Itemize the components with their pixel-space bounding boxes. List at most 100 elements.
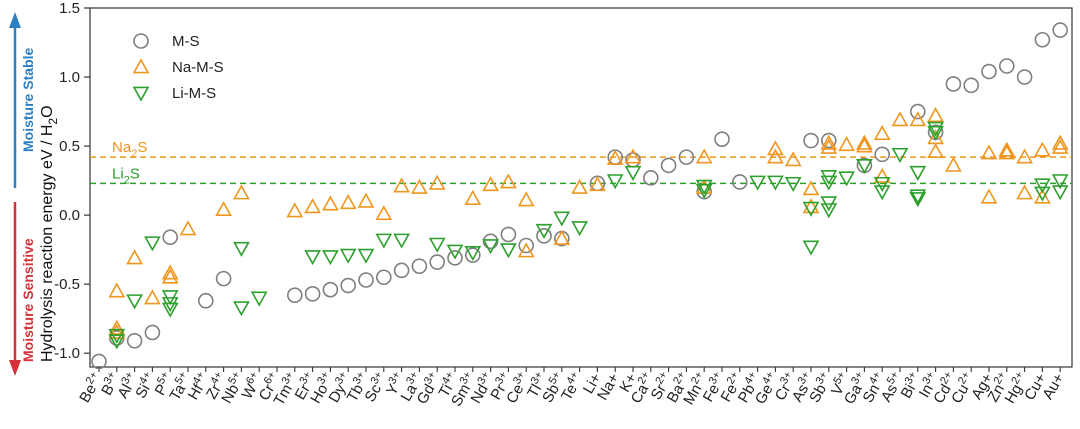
li-m-s-point	[927, 125, 944, 141]
m-s-point	[1034, 31, 1051, 48]
na-m-s-point	[161, 268, 179, 284]
na-m-s-point	[179, 220, 197, 236]
na-m-s-point	[784, 151, 802, 167]
plot-frame	[89, 7, 1073, 368]
na-m-s-point	[108, 319, 126, 335]
moisture-sensitive-label: Moisture Sensitive	[20, 238, 36, 362]
na-m-s-point	[767, 148, 784, 164]
na-m-s-point	[820, 138, 838, 154]
na-m-s-point	[838, 136, 855, 152]
li-m-s-point	[909, 192, 927, 208]
x-tick-label: Be2+	[75, 370, 107, 406]
m-s-point	[642, 170, 659, 186]
li-m-s-point	[927, 121, 944, 137]
na-m-s-point	[802, 180, 820, 196]
m-s-point	[126, 332, 143, 349]
m-s-point	[144, 324, 161, 341]
y-tick-label: -1.0	[54, 345, 80, 362]
legend-label: Na-M-S	[172, 59, 224, 76]
moisture-stable-annotation: Moisture Stable	[9, 12, 36, 188]
na-m-s-point	[375, 205, 393, 221]
na-m-s-point	[286, 202, 304, 218]
x-tick-label: Cr6+	[254, 370, 285, 404]
na-m-s-point	[891, 111, 909, 127]
li-m-s-point	[126, 294, 143, 310]
stable-arrow-head	[9, 12, 21, 28]
na-m-s-point	[589, 176, 606, 192]
na-m-s-point	[606, 149, 624, 165]
legend-marker	[132, 86, 150, 102]
na-m-s-point	[909, 111, 927, 127]
li-m-s-point	[500, 243, 517, 259]
x-tick-label: Sn4+	[858, 370, 890, 406]
m-s-point	[464, 247, 481, 263]
m-s-point	[198, 292, 214, 309]
x-tick-label: Sc3+	[360, 370, 391, 406]
x-tick-label: Pb4+	[733, 370, 765, 406]
na-m-s-point	[339, 194, 357, 210]
na-m-s-point	[411, 178, 428, 194]
y-axis-ticks: -1.0 -0.5 0.0 0.5 1.0 1.5	[54, 0, 90, 362]
m-s-point	[286, 287, 303, 304]
y-tick-label: 0.5	[59, 138, 80, 155]
x-tick-label: Pr3+	[486, 370, 516, 403]
y-tick-label: 0.0	[59, 207, 80, 224]
na-m-s-point	[767, 140, 784, 156]
li-m-s-point	[250, 291, 268, 307]
m-s-point	[447, 250, 463, 266]
li-m-s-point	[571, 221, 588, 237]
li-m-s-point	[1034, 178, 1051, 194]
na-m-s-point	[144, 289, 161, 305]
m-s-point	[945, 76, 962, 92]
na-m-s-point	[357, 192, 375, 208]
li-m-s-point	[233, 241, 250, 257]
x-tick-label: Zn2+	[983, 370, 1014, 406]
li-m-s-point	[161, 302, 179, 318]
na-m-s-point	[161, 264, 179, 280]
li-m-s-point	[393, 233, 410, 249]
x-tick-label: As3+	[787, 370, 818, 406]
li-m-s-point	[749, 175, 766, 191]
y-tick-label: -0.5	[54, 276, 80, 293]
na-m-s-point	[927, 107, 944, 123]
reference-lines: Na2S Li2S	[90, 139, 1072, 186]
li-m-s-point	[695, 179, 713, 195]
li-m-s-point	[304, 250, 321, 266]
m-s-point	[429, 254, 446, 270]
m-s-point	[215, 270, 232, 287]
m-s-point	[731, 174, 748, 190]
na-m-s-point	[1016, 184, 1033, 200]
na-m-s-point	[945, 156, 962, 172]
na-m-s-point	[108, 282, 126, 298]
li-m-s-point	[820, 175, 838, 191]
li-m-s-point	[695, 183, 713, 199]
li-m-s-point	[428, 237, 446, 253]
li-m-s-point	[144, 236, 161, 252]
x-tick-label: Sb3+	[804, 370, 836, 406]
na-m-s-point	[1034, 141, 1051, 157]
li-m-s-point	[767, 175, 784, 191]
m-s-point	[909, 103, 926, 120]
li-m-s-point	[873, 185, 891, 201]
m-s-point	[340, 277, 357, 294]
reference-line-label: Na2S	[112, 139, 147, 160]
m-s-point	[981, 63, 997, 80]
na-m-s-point	[802, 198, 820, 214]
na-m-s-point	[856, 134, 873, 150]
m-s-point	[91, 353, 107, 370]
x-tick-label: As5+	[876, 370, 907, 406]
li-m-s-point	[802, 240, 820, 256]
data-markers	[91, 22, 1069, 370]
m-s-point	[162, 229, 178, 246]
na-m-s-point	[1034, 188, 1051, 204]
na-m-s-point	[517, 242, 535, 258]
na-m-s-point	[873, 167, 891, 183]
na-m-s-point	[500, 173, 517, 189]
legend-label: M-S	[172, 33, 200, 50]
y-tick-label: 1.0	[59, 69, 80, 86]
li-m-s-point	[375, 233, 393, 249]
li-m-s-point	[464, 245, 482, 262]
li-m-s-point	[233, 301, 250, 317]
na-m-s-point	[464, 189, 482, 205]
moisture-sensitive-annotation: Moisture Sensitive	[9, 202, 36, 376]
